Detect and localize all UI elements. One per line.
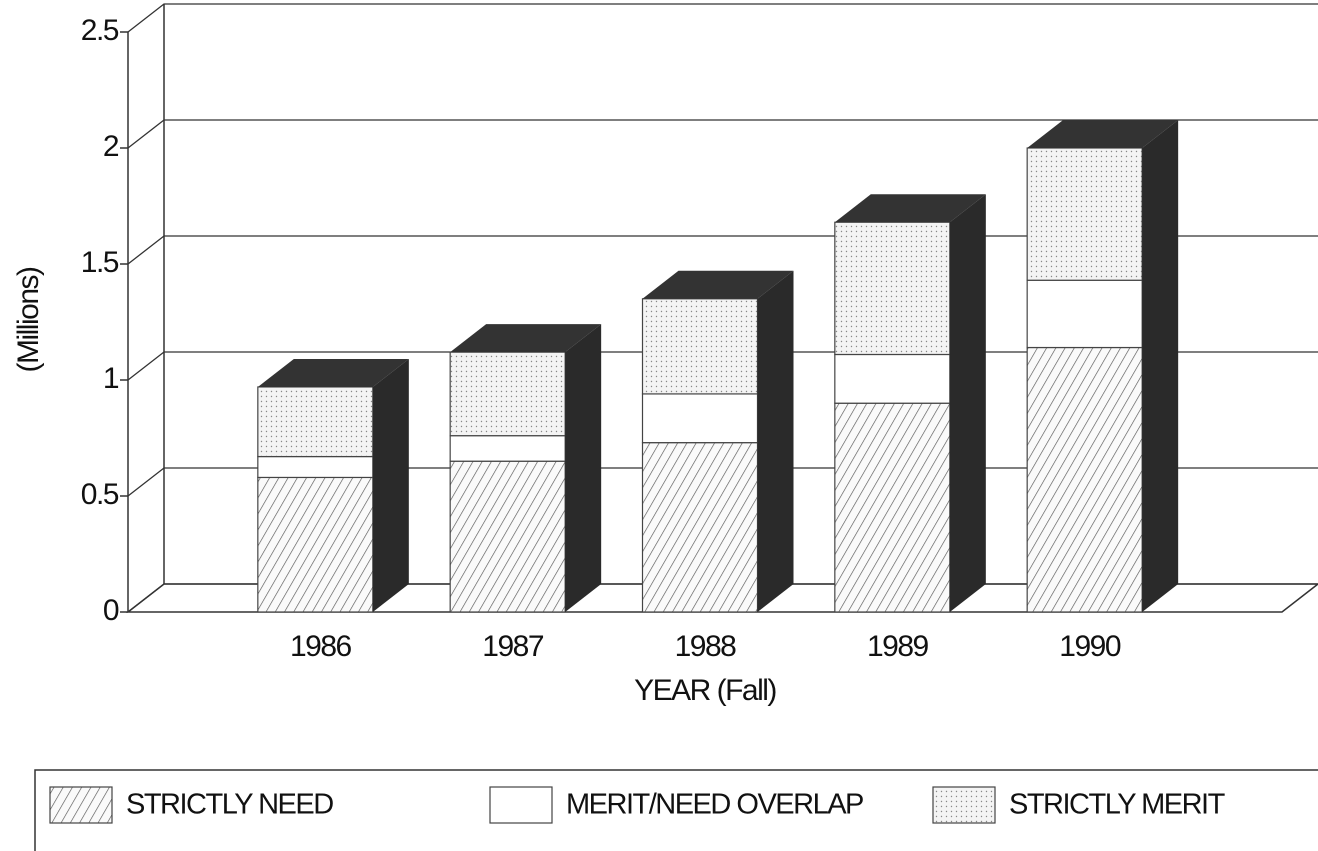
y-tick-label: 1 [103,362,119,395]
bar-segment [641,442,759,613]
legend: STRICTLY NEED MERIT/NEED OVERLAP STRICTLY … [34,769,1318,851]
bar-segment [257,386,374,458]
legend-frame [34,769,1318,851]
bar-top [1027,120,1179,148]
y-tick-label: 1.5 [81,246,119,279]
bar-side [757,270,794,612]
legend-label: MERIT/NEED OVERLAP [566,789,863,821]
bar-segment [1026,346,1143,613]
y-tick-label: 0.5 [81,478,119,511]
plot-area [120,3,1318,613]
bar-side [565,324,602,612]
y-tick-label: 2 [103,130,119,163]
bar-segment [257,476,374,613]
legend-swatch [489,786,553,824]
bar-segment [449,460,566,613]
y-axis-label: (Millions) [12,267,45,373]
legend-swatch [49,786,113,824]
x-tick-label: 1987 [482,630,544,663]
x-tick-label: 1986 [290,630,352,663]
bar-side [1142,120,1179,612]
grid-line [127,3,1318,33]
x-tick-label: 1990 [1059,630,1121,663]
y-tick-label: 0 [103,594,119,627]
bar-segment [257,455,374,479]
bar-segment [834,221,951,356]
bar-segment [1026,147,1143,281]
y-tick-label: 2.5 [81,14,119,47]
bar-segment [449,435,566,462]
x-axis-label: YEAR (Fall) [634,674,776,707]
x-tick-label: 1989 [867,630,929,663]
bar-top [834,194,986,223]
grid-line [127,119,1318,149]
bar-top [642,270,794,299]
bar-segment [449,351,566,437]
x-tick-label: 1988 [675,630,737,663]
bar-segment [641,298,759,395]
legend-label: STRICTLY MERIT [1009,789,1226,821]
bar-segment [1026,279,1143,349]
legend-swatch [932,786,996,824]
bar-segment [641,393,759,444]
bar-segment [834,353,951,404]
bar-side [949,194,986,613]
bar-side [372,358,409,612]
legend-label: STRICTLY NEED [126,789,333,821]
bar-top [257,358,409,387]
bar-top [450,324,602,353]
bar-segment [834,402,951,613]
